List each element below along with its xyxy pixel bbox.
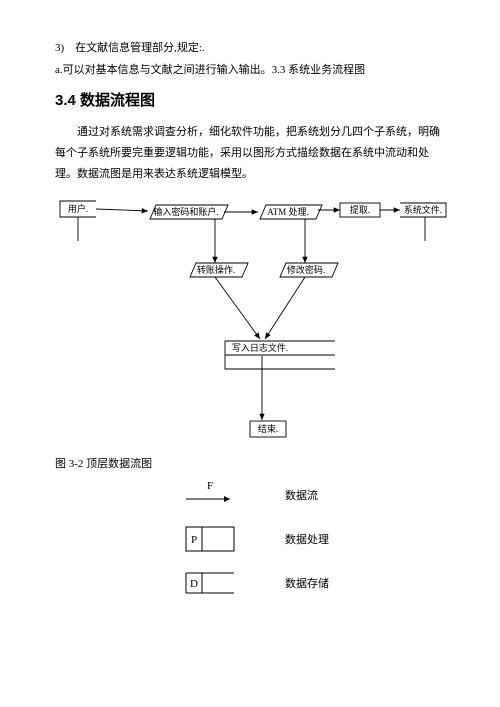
svg-text:提取.: 提取. [350,205,370,215]
legend-label-flow: 数据流 [285,487,318,503]
section-heading: 3.4 数据流程图 [55,89,450,110]
figure-caption: 图 3-2 顶层数据流图 [55,455,450,471]
svg-text:修改密码.: 修改密码. [287,264,325,275]
svg-text:ATM 处理.: ATM 处理. [267,206,309,217]
svg-text:用户.: 用户. [68,203,88,214]
legend-label-store: 数据存储 [285,575,329,591]
legend-symbol-proc: P [175,524,245,554]
legend-p-label: P [191,534,197,546]
legend-f-label: F [207,481,213,492]
legend-row-store: D 数据存储 [175,569,450,597]
legend-d-label: D [190,578,198,590]
legend-row-flow: F 数据流 [175,481,450,509]
legend-symbol-flow: F [175,481,245,509]
list-item-a: a.可以对基本信息与文献之间进行输入输出。3.3 系统业务流程图 [55,62,450,80]
data-flow-diagram: 用户. 输入密码和账户. ATM 处理. 提取. 系统文件. 转账操作. 修改密码. 写入日志… [55,191,450,451]
legend-row-proc: P 数据处理 [175,525,450,553]
svg-text:转账操作.: 转账操作. [197,264,235,275]
body-paragraph: 通过对系统需求调查分析，细化软件功能，把系统划分几四个子系统，明确每个子系统所要… [55,122,450,185]
document-page: 3) 在文献信息管理部分,规定:. a.可以对基本信息与文献之间进行输入输出。3… [0,0,500,633]
svg-text:输入密码和账户.: 输入密码和账户. [153,206,218,217]
legend: F 数据流 P 数据处理 [175,481,450,597]
list-item-3: 3) 在文献信息管理部分,规定:. [55,40,450,58]
svg-text:写入日志文件.: 写入日志文件. [232,342,288,353]
svg-text:结束.: 结束. [258,423,278,434]
legend-symbol-store: D [175,570,245,596]
legend-label-proc: 数据处理 [285,531,329,547]
svg-text:系统文件.: 系统文件. [404,204,442,215]
